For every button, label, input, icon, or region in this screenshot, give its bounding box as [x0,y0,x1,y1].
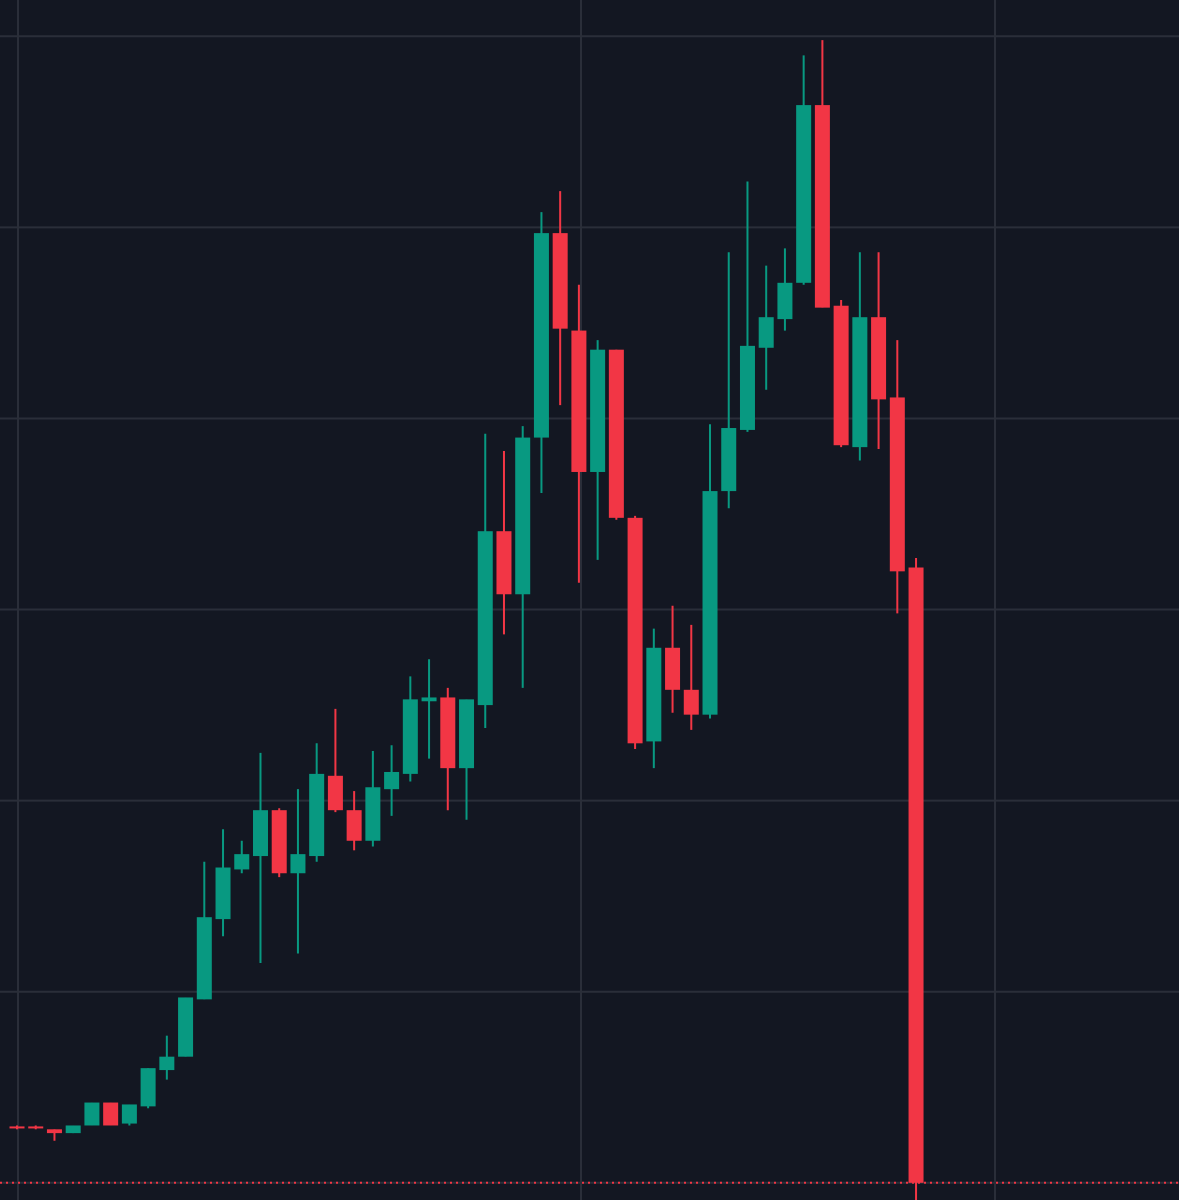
candle-body [646,647,662,742]
candle-body [384,771,400,790]
candle-body [908,567,924,1183]
candle-body [833,305,849,446]
candle-body [683,689,699,715]
candle-body [290,854,306,874]
candle-body [627,517,643,744]
candle-body [758,317,774,348]
candle-body [65,1125,81,1134]
candle-body [665,647,681,690]
candle-body [84,1102,100,1126]
candle-body [178,997,194,1057]
candle-body [777,282,793,320]
candle-body [28,1126,44,1129]
candle-body [252,810,268,857]
candle-body [814,105,830,308]
candle-body [271,810,287,874]
candle-body [721,428,737,492]
candle-body [459,699,475,769]
candle-body [533,233,549,438]
candle-body [365,787,381,841]
candle-body [346,810,362,841]
candle-body [121,1104,137,1124]
candle-body [327,775,343,811]
candle-body [477,531,493,706]
candle-body [46,1129,62,1134]
candle-body [103,1102,119,1126]
candle-body [871,317,887,400]
candle-body [159,1056,175,1071]
candle-body [9,1126,25,1129]
candle-body [309,773,325,857]
candle-body [739,345,755,430]
candle-body [234,854,250,870]
candle-body [796,105,812,283]
candle-body [852,317,868,448]
candle-body [140,1068,156,1107]
candle-body [702,491,718,715]
candle-body [552,233,568,329]
candle-body [196,917,212,1000]
candle-body [590,349,606,472]
candle-body [889,397,905,572]
candle-body [421,697,437,702]
candle-body [571,330,587,472]
candle-body [402,699,418,774]
candle-body [608,349,624,518]
candle-body [515,437,531,595]
candle-body [496,531,512,595]
candle-body [215,867,231,920]
candle-body [440,697,456,769]
